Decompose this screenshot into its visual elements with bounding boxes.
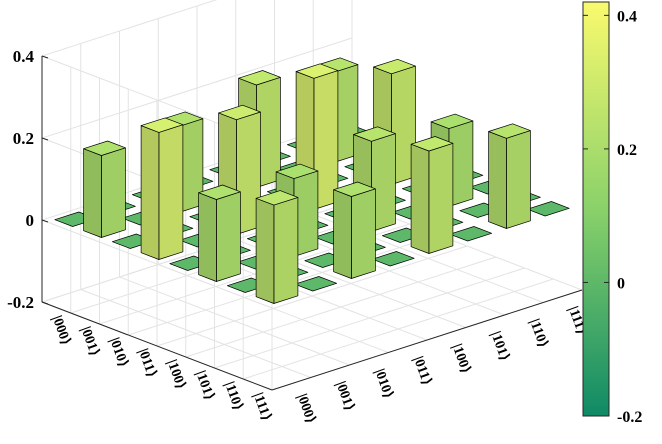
x-tick-label: |101⟩ — [487, 330, 512, 364]
colorbar-tick-label: -0.2 — [617, 409, 642, 426]
bar-0-7 — [526, 201, 570, 217]
colorbar-tick-label: 0 — [617, 275, 625, 292]
bars-layer — [54, 57, 570, 304]
colorbar-tick-label: 0.4 — [617, 8, 637, 25]
y-tick-label: |110⟩ — [221, 380, 245, 413]
y-tick-label: |000⟩ — [49, 314, 74, 348]
colorbar: 0.4 0.2 0 -0.2 — [582, 1, 642, 426]
y-tick-label: |100⟩ — [164, 358, 189, 392]
colorbar-gradient — [582, 1, 610, 417]
y-tick-label: |101⟩ — [192, 369, 217, 403]
axes-frame — [41, 55, 583, 391]
y-tick-label: |011⟩ — [135, 347, 159, 380]
x-tick-label: |001⟩ — [332, 380, 357, 414]
colorbar-tick-label: 0.2 — [617, 142, 637, 159]
bar-0-3 — [371, 251, 415, 267]
y-tick-label: |010⟩ — [106, 336, 131, 370]
bar-0-0 — [255, 190, 299, 304]
bar-0-1 — [294, 276, 338, 292]
x-tick-label: |011⟩ — [410, 355, 434, 388]
z-tick-label: 0.2 — [13, 129, 34, 148]
bar-4-0 — [140, 117, 184, 260]
z-tick-label: 0.4 — [13, 47, 35, 66]
x-tick-label: |110⟩ — [526, 317, 550, 350]
z-tick-label: 0 — [26, 211, 35, 230]
x-tick-label: |100⟩ — [449, 342, 474, 376]
y-tick-label: |001⟩ — [77, 325, 102, 359]
bar-6-0 — [83, 140, 126, 238]
x-tick-label: |010⟩ — [371, 367, 396, 401]
y-tick-label: |111⟩ — [250, 391, 274, 423]
bar-0-6 — [488, 123, 531, 229]
z-tick-label: -0.2 — [7, 293, 34, 312]
bar-0-2 — [333, 181, 376, 279]
bar-0-5 — [449, 226, 493, 242]
bar-2-0 — [198, 184, 241, 282]
x-tick-label: |000⟩ — [294, 392, 319, 426]
bar-0-4 — [410, 136, 454, 254]
